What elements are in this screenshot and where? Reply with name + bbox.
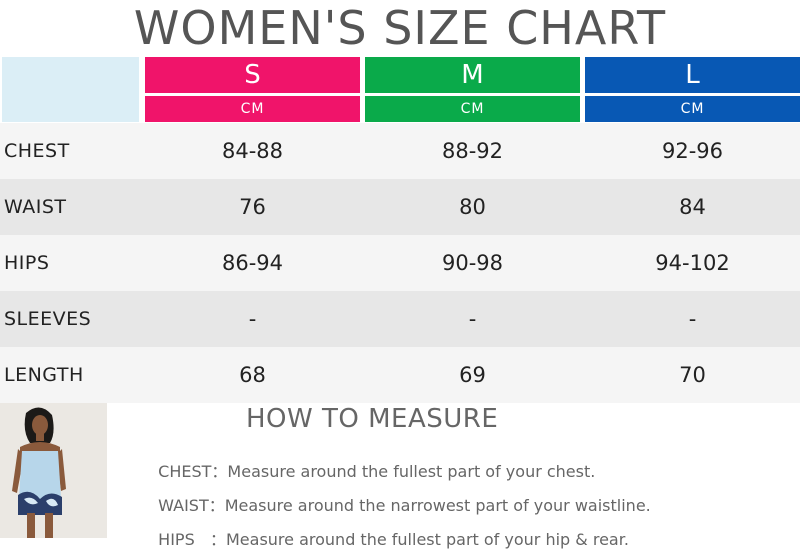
size-header-m: M <box>365 57 580 93</box>
measure-key: CHEST： <box>158 462 228 481</box>
table-row-chest: CHEST 84-88 88-92 92-96 <box>0 123 800 179</box>
table-corner <box>2 57 139 122</box>
cell-l: 92-96 <box>661 139 724 163</box>
row-label: CHEST <box>4 140 70 162</box>
cell-l: 94-102 <box>655 251 730 275</box>
cell-s: 86-94 <box>221 251 284 275</box>
measure-item-waist: WAIST：Measure around the narrowest part … <box>148 476 651 516</box>
cell-m: 80 <box>459 195 486 219</box>
cell-s: 76 <box>239 195 266 219</box>
table-row-sleeves: SLEEVES - - - <box>0 291 800 347</box>
size-header-s: S <box>145 57 360 93</box>
cell-m: 88-92 <box>441 139 504 163</box>
unit-header-m: CM <box>365 96 580 122</box>
measure-text: Measure around the narrowest part of you… <box>224 496 651 515</box>
measure-item-hips: HIPS ：Measure around the fullest part of… <box>148 510 629 550</box>
measure-key: HIPS ： <box>158 530 226 549</box>
unit-header-l: CM <box>585 96 800 122</box>
unit-header-s: CM <box>145 96 360 122</box>
size-header-l: L <box>585 57 800 93</box>
measure-item-chest: CHEST：Measure around the fullest part of… <box>148 442 595 482</box>
measure-text: Measure around the fullest part of your … <box>226 530 629 549</box>
cell-l: 84 <box>679 195 706 219</box>
table-row-length: LENGTH 68 69 70 <box>0 347 800 403</box>
cell-s: 84-88 <box>221 139 284 163</box>
cell-m: 69 <box>459 363 486 387</box>
cell-m: 90-98 <box>441 251 504 275</box>
row-label: SLEEVES <box>4 308 92 330</box>
cell-l: - <box>688 307 697 331</box>
row-label: HIPS <box>4 252 50 274</box>
cell-m: - <box>468 307 477 331</box>
table-row-waist: WAIST 76 80 84 <box>0 179 800 235</box>
measure-key: WAIST： <box>158 496 225 515</box>
measure-text: Measure around the fullest part of your … <box>227 462 596 481</box>
cell-s: 68 <box>239 363 266 387</box>
cell-s: - <box>248 307 257 331</box>
page-title: WOMEN'S SIZE CHART <box>133 1 667 55</box>
model-photo <box>0 403 107 538</box>
row-label: WAIST <box>4 196 67 218</box>
how-to-measure-title: HOW TO MEASURE <box>246 404 499 434</box>
row-label: LENGTH <box>4 364 84 386</box>
table-row-hips: HIPS 86-94 90-98 94-102 <box>0 235 800 291</box>
cell-l: 70 <box>679 363 706 387</box>
